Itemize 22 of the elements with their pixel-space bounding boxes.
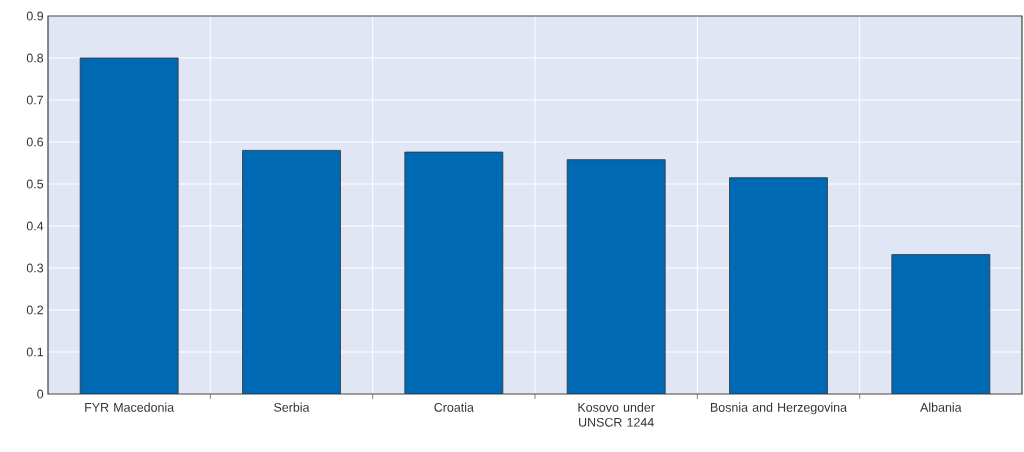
x-tick-label: Kosovo under UNSCR 1244	[578, 402, 655, 427]
bar	[729, 177, 828, 394]
y-tick-label: 0.8	[26, 53, 44, 63]
y-tick-label: 0.7	[26, 95, 44, 105]
y-tick-label: 0.9	[26, 11, 44, 21]
bar	[566, 159, 666, 394]
y-tick-label: 0.2	[26, 305, 44, 315]
x-tick-label: Bosnia and Herzegovina	[710, 402, 847, 415]
x-tick-label: Albania	[920, 402, 962, 412]
x-tick-label: FYR Macedonia	[85, 402, 175, 412]
y-tick-label: 0.3	[26, 263, 44, 273]
y-tick-label: 0.4	[26, 221, 44, 231]
bar	[242, 150, 341, 394]
y-tick-label: 0.6	[26, 137, 44, 147]
bar	[79, 57, 179, 394]
bar	[404, 151, 504, 394]
bar	[891, 254, 991, 394]
y-tick-label: 0.5	[26, 179, 44, 189]
y-tick-label: 0.1	[26, 347, 44, 357]
x-tick-label: Serbia	[274, 402, 310, 412]
y-tick-label: 0	[37, 389, 44, 399]
x-tick-label: Croatia	[434, 402, 474, 412]
